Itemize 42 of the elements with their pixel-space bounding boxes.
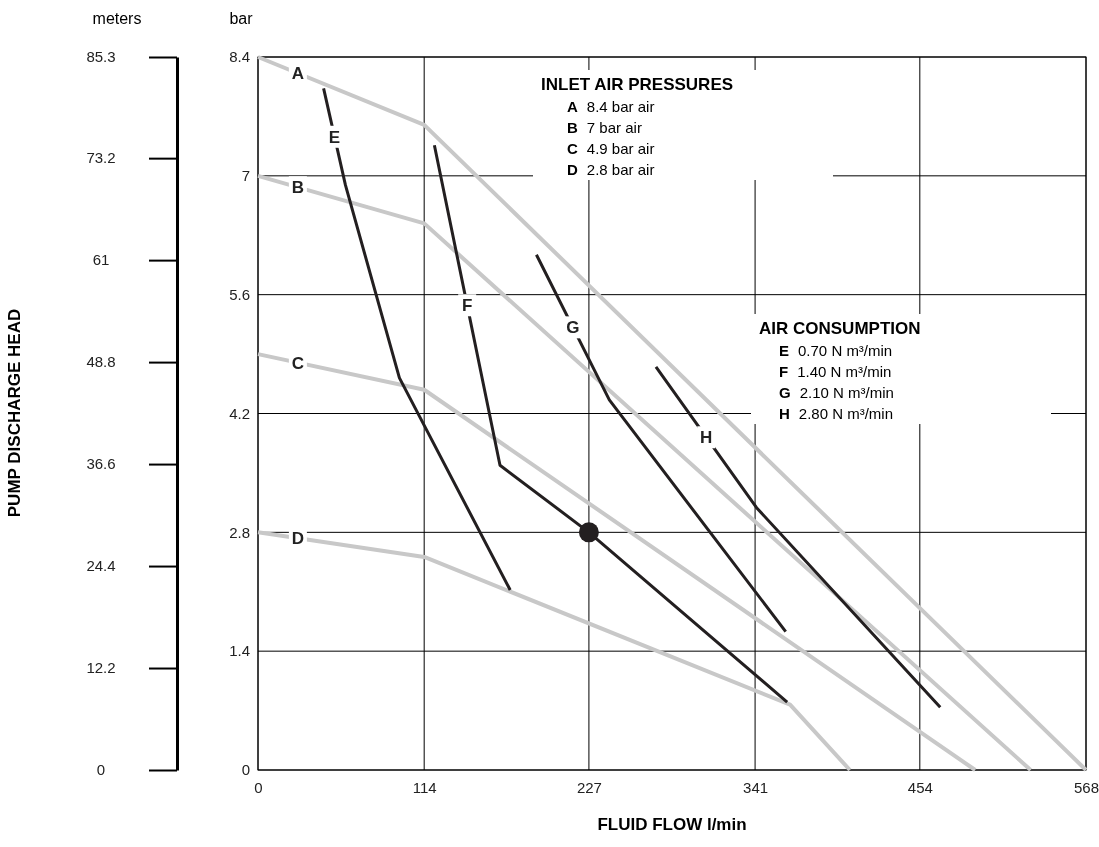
line-series: [432, 143, 789, 704]
x-tick-label: 227: [576, 778, 602, 796]
x-tick-label: 341: [743, 778, 769, 796]
line-series: [256, 530, 852, 772]
y2-tick-label: 61: [92, 251, 110, 269]
annotation: H 2.80 N m³/min: [779, 405, 894, 422]
y-axis-title: bar: [229, 10, 254, 27]
letter-tag: F: [458, 294, 477, 317]
line-series: [322, 86, 512, 592]
y-tick-label: 7: [241, 167, 250, 185]
x-tick-label: 114: [412, 778, 437, 796]
annotation: E 0.70 N m³/min: [779, 342, 893, 359]
annotation: G 2.10 N m³/min: [779, 384, 894, 401]
y2-axis-title: meters: [92, 10, 142, 27]
y-tick-label: 1.4: [229, 642, 250, 660]
x-tick-label: 454: [907, 778, 933, 796]
annotation: INLET AIR PRESSURES: [541, 75, 734, 94]
x-tick-label: 0: [254, 778, 263, 796]
annotation: AIR CONSUMPTION: [759, 319, 921, 338]
y2-tick-label: 0: [96, 761, 106, 779]
letter-tag: H: [697, 426, 716, 449]
y2-tick-label: 24.4: [86, 557, 116, 575]
y2-tick-label: 48.8: [86, 353, 116, 371]
letter-tag: G: [563, 316, 582, 339]
y-tick-label: 2.8: [229, 523, 250, 541]
y2-tick-label: 85.3: [86, 48, 116, 66]
y-tick-label: 0: [241, 761, 250, 779]
annotation: A 8.4 bar air: [567, 98, 655, 115]
x-tick-label: 568: [1073, 778, 1099, 796]
x-axis-title: FLUID FLOW l/min: [597, 815, 747, 834]
y-tick-label: 4.2: [229, 404, 250, 422]
y2-tick-label: 12.2: [86, 659, 116, 677]
y-tick-label: 5.6: [229, 285, 250, 303]
y2-tick-label: 73.2: [86, 149, 116, 167]
series-label: F: [461, 296, 473, 316]
y-tick-label: 8.4: [229, 48, 250, 66]
annotation: B 7 bar air: [567, 119, 642, 136]
text: PUMP DISCHARGE HEAD: [5, 308, 24, 518]
y2-tick-label: 36.6: [86, 455, 116, 473]
annotation: D 2.8 bar air: [567, 161, 655, 178]
annotation: C 4.9 bar air: [567, 140, 655, 157]
annotation: F 1.40 N m³/min: [779, 363, 892, 380]
